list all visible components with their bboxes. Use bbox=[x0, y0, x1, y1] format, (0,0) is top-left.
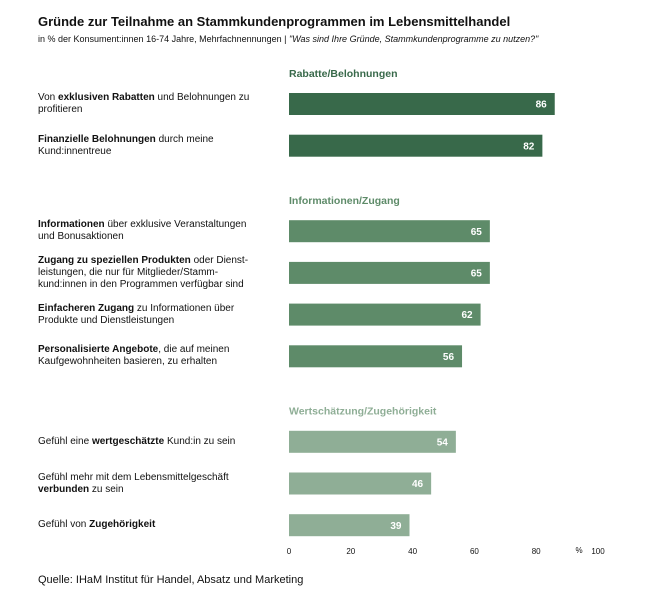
text-segment: zu sein bbox=[89, 483, 124, 495]
category-label: Zugang zu speziellen Produkten oder Dien… bbox=[38, 253, 263, 293]
text-segment: verbunden bbox=[38, 483, 90, 495]
text-segment: exklusiven Rabatten bbox=[58, 92, 155, 103]
category-label: Gefühl mehr mit dem Lebensmittelgeschäft… bbox=[38, 464, 263, 504]
text-segment: über exklusive Veranstaltungen und Bonus… bbox=[38, 219, 247, 243]
category-text: Einfacheren Zugang zu Informationen über… bbox=[38, 303, 263, 327]
text-segment: Gefühl von bbox=[38, 519, 90, 531]
text-segment: , die auf meinen Kaufgewohnheiten basier… bbox=[38, 344, 230, 368]
category-text: Gefühl eine wertgeschätzte Kund:in zu se… bbox=[38, 436, 235, 448]
x-tick-label: 80 bbox=[532, 547, 541, 556]
text-segment: Gefühl mehr mit dem Lebensmittelgeschäft bbox=[38, 471, 229, 483]
text-segment: "Was sind Ihre Gründe, Stammkundenprogra… bbox=[289, 34, 539, 44]
bar bbox=[289, 430, 456, 453]
category-label: Einfacheren Zugang zu Informationen über… bbox=[38, 295, 263, 335]
value-label: 82 bbox=[523, 141, 535, 152]
category-text: Gefühl von Zugehörigkeit bbox=[38, 519, 155, 531]
text-segment: oder Dienst-leistungen, die nur für Mitg… bbox=[38, 254, 249, 290]
text-segment: Zugehörigkeit bbox=[89, 519, 156, 531]
value-label: 56 bbox=[443, 352, 455, 363]
bar bbox=[289, 514, 410, 537]
value-label: 62 bbox=[461, 310, 473, 321]
bar bbox=[289, 472, 432, 495]
group-header: Informationen/Zugang bbox=[289, 195, 400, 207]
bar bbox=[289, 303, 481, 326]
bar bbox=[289, 345, 463, 368]
text-segment: wertgeschätzte bbox=[91, 435, 165, 447]
text-segment: Einfacheren Zugang bbox=[38, 302, 135, 314]
x-tick-label: 60 bbox=[470, 547, 479, 556]
bar bbox=[289, 220, 490, 243]
text-segment: Personalisierte Angebote bbox=[38, 344, 159, 356]
text-segment: durch meine Kund:innentreue bbox=[38, 133, 214, 157]
category-label: Von exklusiven Rabatten und Belohnungen … bbox=[38, 84, 263, 124]
group-header: Wertschätzung/Zugehörigkeit bbox=[289, 406, 437, 418]
value-label: 46 bbox=[412, 479, 424, 490]
category-label: Finanzielle Belohnungen durch meine Kund… bbox=[38, 126, 263, 166]
bar bbox=[289, 93, 555, 115]
text-segment: Finanzielle Belohnungen bbox=[38, 133, 156, 145]
value-label: 65 bbox=[471, 269, 483, 280]
category-label: Informationen über exklusive Veranstaltu… bbox=[38, 211, 263, 251]
source: Quelle: IHaM Institut für Handel, Absatz… bbox=[38, 574, 304, 586]
x-tick-label: 40 bbox=[408, 547, 417, 556]
chart-title: Gründe zur Teilnahme an Stammkundenprogr… bbox=[38, 14, 511, 29]
category-text: Personalisierte Angebote, die auf meinen… bbox=[38, 344, 263, 368]
text-segment: Gefühl eine bbox=[38, 435, 92, 447]
x-axis-label: % bbox=[576, 546, 583, 555]
text-segment: Zugang zu speziellen Produkten bbox=[38, 254, 191, 266]
text-segment: Kund:in zu sein bbox=[164, 435, 236, 447]
text-segment: Von bbox=[38, 92, 59, 103]
chart-subtitle: in % der Konsument:innen 16-74 Jahre, Me… bbox=[38, 34, 538, 44]
x-tick-label: 20 bbox=[346, 547, 355, 556]
category-text: Informationen über exklusive Veranstaltu… bbox=[38, 219, 263, 243]
value-label: 86 bbox=[536, 100, 548, 111]
group-header: Rabatte/Belohnungen bbox=[289, 68, 398, 80]
category-text: Zugang zu speziellen Produkten oder Dien… bbox=[38, 255, 263, 291]
value-label: 54 bbox=[437, 437, 449, 448]
category-label: Personalisierte Angebote, die auf meinen… bbox=[38, 336, 263, 376]
bar bbox=[289, 134, 543, 157]
value-label: 39 bbox=[390, 521, 402, 532]
text-segment: zu Informationen über Produkte und Diens… bbox=[38, 302, 235, 326]
x-tick-label: 0 bbox=[287, 547, 292, 556]
value-label: 65 bbox=[471, 227, 483, 238]
category-text: Von exklusiven Rabatten und Belohnungen … bbox=[38, 92, 263, 116]
bar bbox=[289, 261, 490, 284]
category-label: Gefühl eine wertgeschätzte Kund:in zu se… bbox=[38, 422, 263, 462]
category-text: Finanzielle Belohnungen durch meine Kund… bbox=[38, 134, 263, 158]
x-tick-label: 100 bbox=[591, 547, 605, 556]
text-segment: Informationen bbox=[38, 219, 105, 231]
text-segment: und Belohnungen zu profitieren bbox=[38, 92, 250, 115]
category-label: Gefühl von Zugehörigkeit bbox=[38, 505, 263, 545]
text-segment: in % der Konsument:innen 16-74 Jahre, Me… bbox=[38, 34, 290, 44]
category-text: Gefühl mehr mit dem Lebensmittelgeschäft… bbox=[38, 472, 263, 496]
